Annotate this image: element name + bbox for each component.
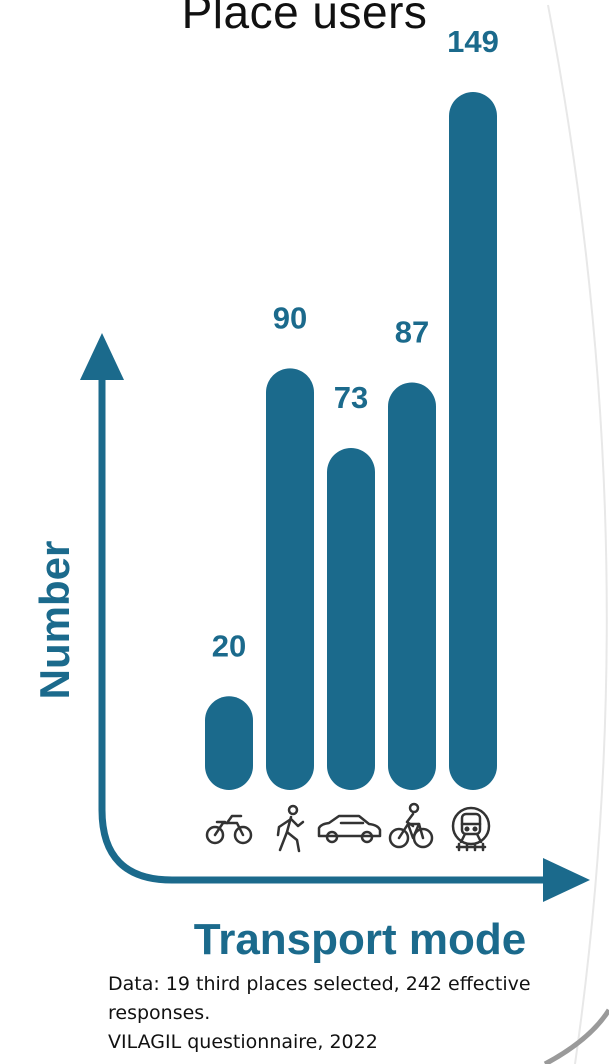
- x-axis-arrowhead: [543, 858, 590, 902]
- bicycle-icon: [388, 802, 434, 849]
- source-line-1: Data: 19 third places selected, 242 effe…: [108, 973, 531, 1024]
- value-label-2: 73: [334, 380, 368, 415]
- value-label-1: 90: [273, 300, 307, 335]
- source-line-2: VILAGIL questionnaire, 2022: [108, 1031, 378, 1053]
- axes: [80, 333, 590, 902]
- background-arc-lower: [543, 1008, 609, 1064]
- bar-2: [327, 448, 375, 790]
- motorcycle-icon: [205, 814, 253, 845]
- chart-title: Place users: [181, 0, 428, 38]
- walking-person-icon: [276, 804, 305, 853]
- value-label-4: 149: [447, 24, 499, 59]
- y-axis-label: Number: [31, 540, 78, 700]
- source-note: Data: 19 third places selected, 242 effe…: [108, 970, 588, 1057]
- bar-4: [449, 92, 497, 790]
- bar-3: [388, 382, 436, 790]
- bar-1: [266, 368, 314, 790]
- category-icons: [205, 802, 491, 853]
- bar-0: [205, 696, 253, 790]
- axis-line: [98, 370, 555, 884]
- background-arc: [547, 4, 608, 1064]
- train-icon: [451, 806, 491, 852]
- y-axis-arrowhead: [80, 333, 124, 380]
- value-label-0: 20: [212, 628, 246, 663]
- value-label-3: 87: [395, 314, 429, 349]
- value-labels: 20 90 73 87 149: [212, 24, 499, 663]
- bars: [205, 92, 497, 790]
- x-axis-label: Transport mode: [193, 915, 527, 964]
- car-icon: [317, 814, 382, 844]
